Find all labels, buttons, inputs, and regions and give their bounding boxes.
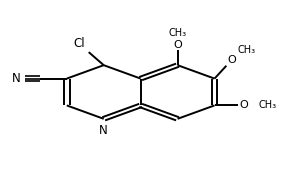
Text: Cl: Cl bbox=[74, 37, 85, 50]
Text: N: N bbox=[12, 72, 21, 85]
Text: CH₃: CH₃ bbox=[168, 28, 187, 38]
Text: O: O bbox=[239, 100, 248, 110]
Text: O: O bbox=[173, 40, 182, 50]
Text: CH₃: CH₃ bbox=[259, 100, 277, 110]
Text: CH₃: CH₃ bbox=[237, 45, 256, 55]
Text: O: O bbox=[228, 55, 236, 65]
Text: N: N bbox=[99, 123, 108, 137]
